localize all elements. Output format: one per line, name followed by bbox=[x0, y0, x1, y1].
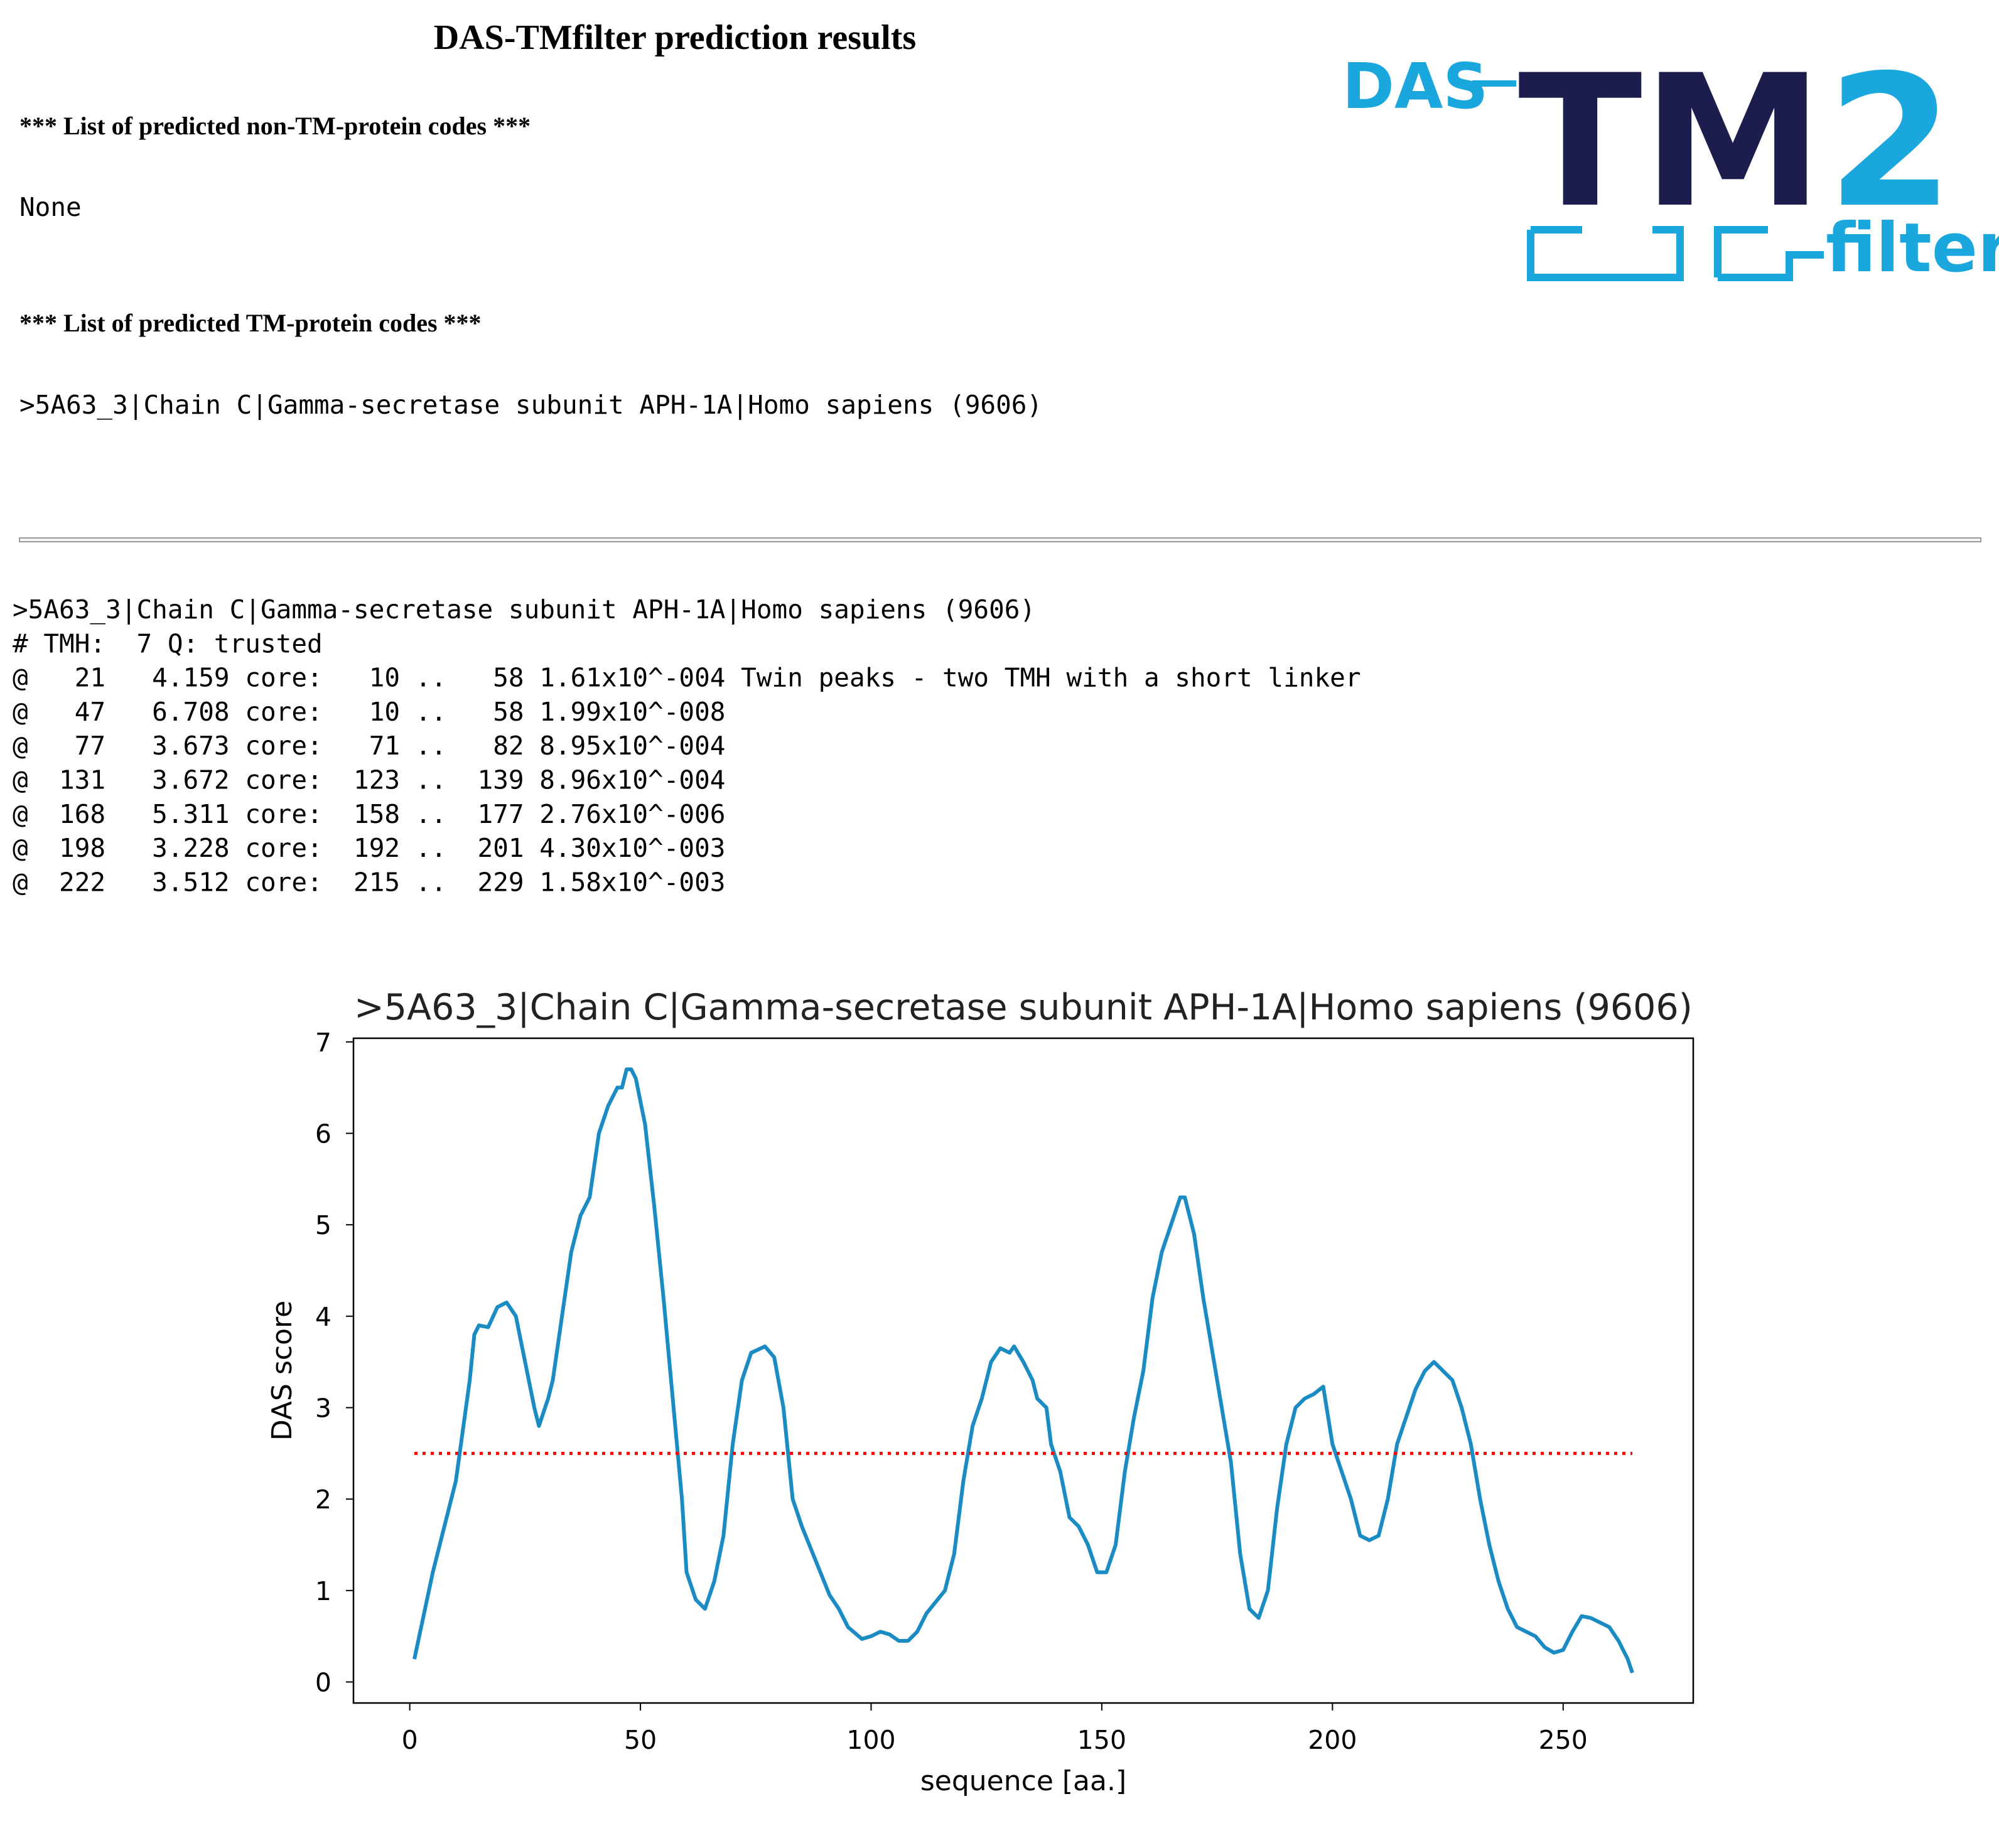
output-line: >5A63_3|Chain C|Gamma-secretase subunit … bbox=[13, 594, 1035, 625]
logo-bracket bbox=[1527, 226, 1684, 281]
output: >5A63_3|Chain C|Gamma-secretase subunit … bbox=[13, 594, 1361, 897]
y-tick-label: 0 bbox=[315, 1667, 331, 1697]
x-tick-label: 200 bbox=[1308, 1725, 1357, 1755]
y-tick-label: 4 bbox=[315, 1302, 331, 1332]
logo-suffix: filter bbox=[1826, 209, 1999, 287]
output-line: @ 21 4.159 core: 10 .. 58 1.61x10^-004 T… bbox=[13, 663, 1361, 693]
logo: DAS TM 2 filter bbox=[1342, 36, 1999, 287]
y-tick-label: 7 bbox=[315, 1028, 331, 1058]
x-tick-label: 0 bbox=[402, 1725, 418, 1755]
x-tick-label: 100 bbox=[846, 1725, 895, 1755]
x-axis-label: sequence [aa.] bbox=[920, 1765, 1126, 1797]
output-line: @ 222 3.512 core: 215 .. 229 1.58x10^-00… bbox=[13, 867, 725, 897]
logo-main: TM bbox=[1518, 36, 1823, 248]
y-tick-label: 5 bbox=[315, 1210, 331, 1240]
logo-dash bbox=[1472, 80, 1516, 87]
output-line: @ 198 3.228 core: 192 .. 201 4.30x10^-00… bbox=[13, 833, 725, 863]
output-line: @ 131 3.672 core: 123 .. 139 8.96x10^-00… bbox=[13, 765, 725, 795]
plot-frame bbox=[352, 1037, 1695, 1704]
page-title: DAS-TMfilter prediction results bbox=[434, 18, 916, 57]
y-tick-label: 1 bbox=[315, 1576, 331, 1606]
y-tick-label: 3 bbox=[315, 1393, 331, 1423]
chart-title: >5A63_3|Chain C|Gamma-secretase subunit … bbox=[354, 987, 1693, 1028]
y-axis-label: DAS score bbox=[266, 1301, 298, 1441]
y-tick-label: 2 bbox=[315, 1485, 331, 1515]
section-heading: *** List of predicted non-TM-protein cod… bbox=[19, 112, 531, 140]
output-line: # TMH: 7 Q: trusted bbox=[13, 628, 323, 658]
data-line bbox=[412, 1067, 1634, 1673]
logo-prefix: DAS bbox=[1342, 50, 1488, 123]
output-line: @ 47 6.708 core: 10 .. 58 1.99x10^-008 bbox=[13, 697, 725, 727]
x-tick-label: 150 bbox=[1077, 1725, 1126, 1755]
x-tick-label: 250 bbox=[1539, 1725, 1588, 1755]
x-tick-label: 50 bbox=[624, 1725, 657, 1755]
output-line: @ 77 3.673 core: 71 .. 82 8.95x10^-004 bbox=[13, 731, 725, 761]
logo-bracket bbox=[1714, 226, 1824, 281]
section-heading: *** List of predicted TM-protein codes *… bbox=[19, 309, 482, 337]
logo-version: 2 bbox=[1827, 36, 1954, 248]
chart: >5A63_3|Chain C|Gamma-secretase subunit … bbox=[266, 987, 1695, 1797]
y-tick-label: 6 bbox=[315, 1119, 331, 1149]
horizontal-rule bbox=[19, 537, 1981, 542]
code-item: >5A63_3|Chain C|Gamma-secretase subunit … bbox=[19, 390, 1042, 420]
output-line: @ 168 5.311 core: 158 .. 177 2.76x10^-00… bbox=[13, 799, 725, 829]
code-item: None bbox=[19, 192, 82, 222]
